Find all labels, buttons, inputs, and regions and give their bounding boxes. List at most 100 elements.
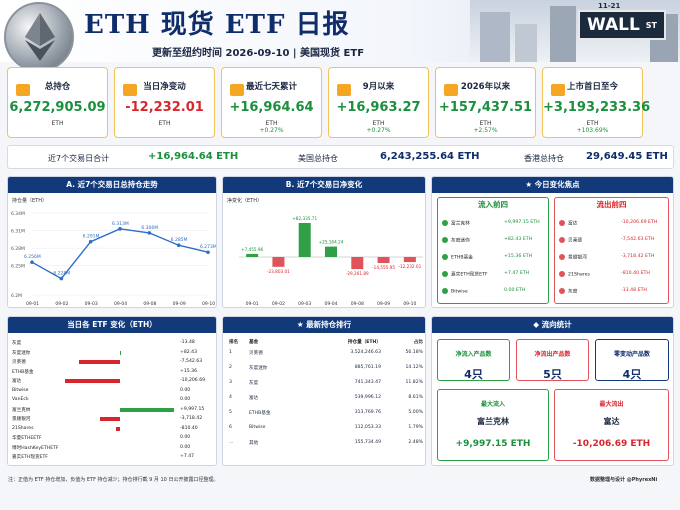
kpi-label: 2026年以来 — [460, 82, 511, 92]
kpi-value: +16,963.27 — [336, 100, 421, 115]
rank-number: 2 — [229, 365, 232, 370]
panel-rank: ★ 最新持仓排行 排名 基金 持仓量（ETH） 占比 1 贝莱德 3,524,246.63… — [222, 316, 426, 466]
rank-fund: 灰度 — [249, 380, 259, 386]
summary-bar: 近7个交易日合计 +16,964.64 ETH 美国总持仓 6,243,255.… — [7, 145, 674, 169]
kpi-unit: ETH — [479, 120, 492, 127]
rank-row: 3 灰度 741,343.47 11.82% — [229, 375, 423, 390]
arrow-up-icon — [442, 254, 448, 260]
etf-change-bar — [65, 379, 120, 383]
kpi-unit: ETH — [51, 120, 64, 127]
kpi-pct: +103.69% — [576, 127, 609, 134]
etf-row-name: 灰度迷你 — [12, 350, 31, 356]
x-tick-label: 09-10 — [202, 301, 215, 307]
rank-holding: 3,524,246.63 — [350, 350, 381, 355]
fund-name: 富兰克林 — [451, 221, 470, 227]
fund-value: +15.36 ETH — [504, 254, 533, 259]
etf-row-name: Bitwise — [12, 387, 29, 393]
rank-holding: 741,343.47 — [354, 380, 381, 385]
etf-row-value: -810.40 — [180, 425, 198, 431]
x-tick-label: 09-02 — [272, 301, 285, 307]
rank-number: 6 — [229, 425, 232, 430]
fund-value: -3,718.42 ETH — [621, 254, 655, 259]
focus-row: 灰度 -13.48 ETH — [559, 288, 665, 295]
y-tick-label: 6.31M — [11, 229, 25, 235]
x-tick-label: 09-04 — [114, 301, 127, 307]
rank-pct: 2.48% — [408, 440, 423, 445]
focus-row: 富兰克林 +9,997.15 ETH — [442, 220, 548, 227]
kpi-value: +3,193,233.36 — [543, 100, 651, 115]
footer-note: 注：正值为 ETF 持仓增加，负值为 ETF 持仓减少；持仓排行截 9 月 10… — [8, 477, 219, 483]
kpi-unit: ETH — [158, 120, 171, 127]
etf-row-name: 华夏ETHEETF — [12, 436, 42, 441]
arrow-down-icon — [559, 220, 565, 226]
etf-change-bar — [115, 426, 120, 431]
x-tick-label: 09-04 — [324, 301, 337, 307]
arrow-down-icon — [559, 254, 565, 260]
data-label: 6.256M — [24, 254, 41, 260]
etf-row-value: -10,206.69 — [180, 378, 206, 383]
rank-fund: ETHB基金 — [249, 410, 271, 416]
rank-row: 1 贝莱德 3,524,246.63 56.18% — [229, 345, 423, 360]
panel-a-ylabel: 持仓量（ETH） — [12, 198, 47, 204]
etf-row-value: +9,997.15 — [180, 406, 205, 412]
fund-value: -13.48 ETH — [621, 288, 647, 293]
data-point — [147, 231, 152, 235]
x-tick-label: 09-09 — [377, 301, 390, 307]
kpi-card: 2026年以来 +157,437.51 ETH +2.57% — [435, 67, 536, 138]
etf-row-value: +82.43 — [180, 349, 198, 355]
wallet-icon — [123, 84, 137, 96]
y-tick-label: 6.34M — [11, 211, 25, 217]
header: ETH 现货 ETF 日报 更新至纽约时间 2026-09-10 | 美国现货 … — [0, 0, 680, 72]
fund-value: -7,542.63 ETH — [621, 237, 655, 242]
rank-pct: 56.18% — [405, 350, 423, 355]
bar — [298, 223, 311, 257]
bar — [351, 257, 364, 270]
rank-row: 2 灰度迷你 885,761.19 14.12% — [229, 360, 423, 375]
page-subtitle: 更新至纽约时间 2026-09-10 | 美国现货 ETF — [152, 48, 365, 59]
etf-row-name: 灰度 — [12, 341, 22, 346]
fund-value: +9,997.15 ETH — [504, 220, 540, 225]
panel-focus-title: ★ 今日变化焦点 — [432, 177, 673, 193]
x-tick-label: 09-09 — [173, 301, 186, 307]
etf-row-name: 富达 — [12, 379, 22, 384]
etf-row-value: -13.48 — [180, 340, 195, 345]
x-tick-label: 09-01 — [246, 301, 259, 307]
fund-value: -10,206.69 ETH — [621, 220, 658, 225]
bar — [377, 257, 390, 264]
arrow-up-icon — [442, 220, 448, 226]
bar-value-label: +25,164.24 — [319, 240, 344, 245]
focus-row: ETHB基金 +15.36 ETH — [442, 254, 548, 261]
outflow-top-box: 流出前四 富达 -10,206.69 ETH 贝莱德 -7,542.63 ETH 景顺银… — [554, 197, 669, 304]
kpi-unit: ETH — [586, 120, 599, 127]
etf-row-name: 嘉实ETH现货ETF — [12, 455, 48, 460]
rank-number: 5 — [229, 410, 232, 415]
rank-pct: 8.61% — [408, 395, 423, 400]
data-label: 6.306M — [141, 225, 158, 231]
data-point — [118, 227, 122, 231]
panel-focus: ★ 今日变化焦点 流入前四 富兰克林 +9,997.15 ETH 灰度迷你 +82.4… — [431, 176, 674, 308]
fund-name: 21Shares — [568, 272, 590, 278]
wallet-icon — [16, 84, 30, 96]
rank-fund: Bitwise — [249, 425, 266, 430]
kpi-card: 上市首日至今 +3,193,233.36 ETH +103.69% — [542, 67, 651, 138]
rank-number: 3 — [229, 380, 232, 385]
stat-outflow-count: 净流出产品数 5只 — [516, 339, 589, 381]
x-tick-label: 09-08 — [143, 301, 156, 307]
bar — [403, 257, 416, 263]
focus-row: 灰度迷你 +82.43 ETH — [442, 237, 548, 244]
kpi-value: +157,437.51 — [438, 100, 533, 115]
fund-value: +82.43 ETH — [504, 237, 533, 242]
bar-value-label: -12,232.01 — [398, 264, 421, 269]
holding-line-chart: 6.34M 6.31M 6.28M 6.25M 6.2M 6.256M 09-01 6.228… — [11, 211, 216, 307]
etf-row-value: -7,542.63 — [180, 359, 203, 364]
arrow-down-icon — [559, 288, 565, 294]
kpi-card: 当日净变动 -12,232.01 ETH — [114, 67, 215, 138]
max-outflow-card: 最大流出 富达 -10,206.69 ETH — [554, 389, 669, 461]
panel-flow-title: ◆ 流向统计 — [432, 317, 673, 333]
x-tick-label: 09-02 — [55, 301, 68, 307]
etf-row-name: VanEck — [12, 397, 29, 402]
fund-name: 景顺银河 — [568, 255, 587, 261]
data-label: 6.313M — [112, 221, 129, 227]
data-point — [206, 250, 210, 255]
focus-row: 富达 -10,206.69 ETH — [559, 220, 665, 227]
